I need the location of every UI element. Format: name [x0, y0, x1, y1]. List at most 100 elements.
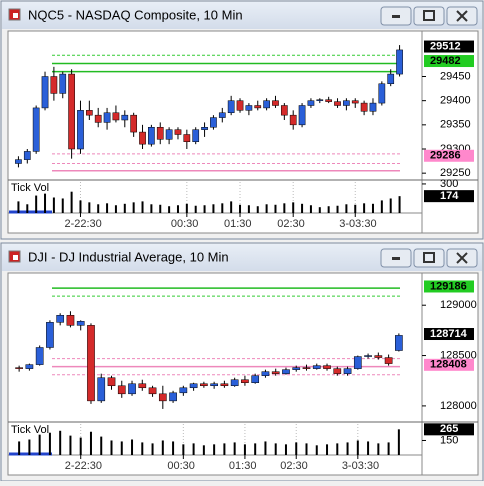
- candle-body: [15, 159, 22, 164]
- x-tick-label: 2-22:30: [64, 218, 101, 230]
- x-tick-label: 3-03:30: [342, 460, 379, 472]
- candle-body: [139, 131, 146, 145]
- candle-body: [183, 134, 191, 142]
- x-tick-label: 2-22:30: [65, 460, 102, 472]
- candle-body: [179, 387, 188, 394]
- y-tick-label: 128000: [440, 400, 477, 412]
- candle-body: [263, 100, 270, 109]
- candle-body: [192, 129, 200, 143]
- window-icon-inner: [13, 255, 18, 260]
- candle-body: [218, 112, 226, 118]
- candle-body: [384, 357, 393, 364]
- button-glyph: [392, 15, 400, 18]
- candle-body: [200, 383, 208, 387]
- candle-body: [251, 375, 260, 383]
- volume-label: Tick Vol: [11, 424, 49, 436]
- x-tick-label: 02:30: [277, 218, 305, 230]
- candle-body: [148, 387, 157, 395]
- candle-body: [138, 383, 147, 389]
- candle-body: [343, 100, 350, 106]
- candle-body: [77, 110, 84, 150]
- price-tag: [424, 149, 474, 162]
- candle-body: [292, 367, 301, 370]
- candle-body: [230, 379, 239, 387]
- volume-tag: [424, 190, 474, 203]
- candle-body: [343, 368, 352, 374]
- y-tick-label: 29450: [440, 70, 471, 82]
- maximize-button[interactable]: [413, 248, 445, 268]
- candle-body: [272, 100, 279, 106]
- x-tick-label: 00:30: [171, 218, 199, 230]
- time-axis: [7, 212, 423, 234]
- candle-body: [307, 100, 315, 106]
- x-tick-label: 01:30: [229, 460, 257, 472]
- candle-body: [85, 110, 93, 116]
- candle-body: [396, 49, 403, 75]
- price-tag-label: 29512: [430, 40, 461, 52]
- candle-body: [360, 102, 368, 112]
- volume-tag: [424, 423, 474, 436]
- candle-body: [148, 127, 155, 145]
- candle-body: [298, 105, 306, 126]
- window-title: DJI - DJ Industrial Average, 10 Min: [28, 249, 229, 264]
- button-glyph: [423, 252, 435, 263]
- candle-body: [169, 392, 177, 402]
- candle-body: [254, 105, 262, 109]
- candle-body: [117, 385, 126, 395]
- candle-body: [32, 107, 40, 152]
- candle-body: [210, 383, 218, 387]
- x-tick-label: 00:30: [167, 460, 195, 472]
- volume-y-tick-label: 150: [440, 434, 458, 446]
- candle-body: [165, 129, 173, 140]
- window-title: NQC5 - NASDAQ Composite, 10 Min: [28, 7, 243, 22]
- button-glyph: [392, 257, 400, 260]
- price-tag: [424, 280, 474, 293]
- candle-body: [227, 100, 235, 113]
- candle-body: [282, 369, 290, 374]
- candle-body: [56, 315, 65, 323]
- candle-body: [107, 377, 116, 387]
- candle-body: [66, 315, 75, 326]
- price-tag-label: 128714: [430, 328, 468, 340]
- candle-body: [189, 383, 198, 389]
- candle-body: [395, 335, 403, 351]
- candle-body: [369, 102, 377, 112]
- price-tag-label: 29482: [430, 55, 461, 67]
- y-tick-label: 29350: [440, 119, 471, 131]
- volume-tag-label: 265: [440, 423, 458, 435]
- candle-body: [220, 383, 229, 387]
- candle-body: [353, 356, 362, 369]
- candle-body: [174, 129, 182, 135]
- candle-body: [312, 365, 321, 369]
- candle-body: [374, 355, 383, 358]
- volume-tag-label: 174: [440, 190, 459, 202]
- candle-body: [103, 112, 111, 123]
- button-glyph: [456, 252, 468, 264]
- x-tick-label: 3-03:30: [339, 218, 376, 230]
- plot-area: [7, 272, 423, 456]
- price-tag: [424, 40, 474, 53]
- candle-body: [201, 127, 208, 130]
- candle-body: [87, 325, 95, 402]
- candle-body: [261, 371, 270, 376]
- price-tag: [424, 358, 474, 371]
- candle-body: [46, 322, 54, 348]
- candle-body: [387, 73, 395, 85]
- price-scale: [421, 272, 479, 476]
- price-tag: [424, 55, 474, 68]
- candle-body: [156, 127, 164, 140]
- price-tag-label: 128408: [430, 359, 467, 371]
- y-tick-label: 129000: [440, 299, 477, 311]
- candle-body: [334, 101, 341, 106]
- candle-body: [23, 151, 31, 160]
- button-glyph: [456, 10, 468, 22]
- price-tag: [424, 328, 474, 341]
- candle-body: [271, 371, 280, 374]
- price-tag-label: 29286: [430, 150, 461, 162]
- candle-body: [351, 100, 359, 104]
- candle-body: [128, 383, 136, 395]
- y-tick-label: 29250: [440, 167, 471, 179]
- maximize-button[interactable]: [413, 6, 445, 26]
- volume-y-tick-label: 300: [440, 178, 458, 190]
